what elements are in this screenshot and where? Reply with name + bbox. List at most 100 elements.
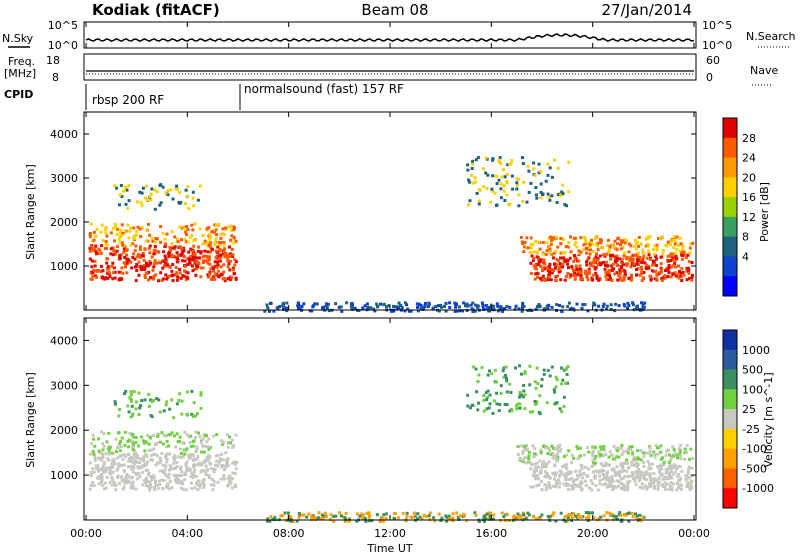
echo-cell	[405, 511, 409, 515]
echo-cell	[572, 259, 576, 263]
echo-cell	[564, 382, 568, 385]
echo-cell	[523, 393, 527, 397]
echo-cell	[120, 266, 124, 270]
echo-cell	[653, 244, 657, 248]
colorbar-tick-label: 25	[742, 403, 756, 416]
echo-cell	[588, 486, 592, 490]
echo-cell	[647, 264, 650, 268]
echo-cell	[222, 263, 226, 267]
echo-cell	[520, 306, 524, 310]
echo-cell	[665, 266, 669, 270]
echo-cell	[649, 278, 653, 282]
echo-cell	[497, 409, 501, 413]
echo-cell	[223, 233, 227, 237]
echo-cell	[642, 271, 646, 274]
echo-cell	[434, 305, 437, 308]
echo-cell	[612, 267, 616, 271]
echo-cell	[621, 245, 625, 249]
echo-cell	[687, 267, 691, 270]
echo-cell	[165, 400, 169, 404]
echo-cell	[204, 464, 208, 468]
echo-cell	[175, 271, 179, 275]
echo-cell	[175, 237, 179, 241]
echo-cell	[591, 242, 595, 246]
echo-cell	[170, 230, 174, 234]
echo-cell	[543, 463, 547, 467]
echo-cell	[472, 365, 476, 369]
echo-cell	[232, 225, 236, 229]
echo-cell	[538, 459, 542, 463]
echo-cell	[562, 256, 566, 260]
echo-cell	[523, 372, 527, 375]
echo-cell	[622, 278, 626, 282]
echo-cell	[147, 270, 151, 274]
echo-cell	[566, 245, 570, 249]
echo-cell	[558, 303, 561, 307]
echo-cell	[130, 482, 134, 486]
echo-cell	[164, 403, 168, 407]
echo-cell	[134, 436, 138, 439]
echo-cell	[189, 434, 193, 438]
echo-cell	[565, 466, 569, 470]
echo-cell	[197, 245, 200, 249]
echo-cell	[130, 413, 134, 417]
echo-cell	[101, 448, 105, 452]
echo-cell	[161, 487, 165, 491]
echo-cell	[140, 191, 144, 195]
echo-cell	[623, 272, 627, 276]
echo-cell	[635, 517, 639, 521]
echo-cell	[491, 189, 494, 193]
echo-cell	[132, 390, 136, 394]
echo-cell	[561, 262, 565, 266]
echo-cell	[534, 307, 538, 311]
echo-cell	[671, 256, 675, 260]
echo-cell	[214, 255, 218, 259]
echo-cell	[580, 467, 584, 471]
echo-cell	[181, 487, 185, 491]
echo-cell	[537, 162, 541, 166]
echo-cell	[228, 435, 231, 439]
echo-cell	[112, 480, 116, 484]
echo-cell	[117, 465, 121, 468]
echo-cell	[640, 270, 644, 274]
echo-cell	[340, 309, 344, 313]
echo-cell	[535, 366, 539, 370]
echo-cell	[427, 302, 431, 306]
echo-cell	[545, 304, 549, 308]
echo-cell	[578, 474, 581, 478]
echo-cell	[535, 474, 539, 478]
echo-cell	[621, 463, 625, 467]
echo-cell	[381, 519, 385, 523]
echo-cell	[94, 250, 98, 254]
echo-cell	[219, 477, 223, 481]
echo-cell	[150, 187, 154, 191]
echo-cell	[535, 461, 539, 465]
echo-cell	[161, 277, 165, 281]
echo-cell	[157, 479, 161, 483]
echo-cell	[127, 410, 131, 414]
echo-cell	[686, 253, 690, 257]
echo-cell	[539, 265, 543, 268]
echo-cell	[652, 450, 656, 454]
colorbar-swatch	[723, 448, 737, 469]
echo-cell	[162, 409, 166, 413]
echo-cell	[100, 480, 103, 484]
echo-cell	[232, 444, 236, 448]
echo-cell	[177, 455, 181, 459]
echo-cell	[172, 461, 176, 465]
echo-cell	[560, 382, 563, 386]
echo-cell	[528, 461, 532, 464]
echo-cell	[475, 305, 479, 309]
colorbar-tick-label: 16	[742, 191, 756, 204]
echo-cell	[271, 517, 275, 521]
echo-cell	[485, 307, 489, 311]
echo-cell	[229, 228, 233, 232]
echo-cell	[199, 439, 203, 443]
echo-cell	[163, 237, 167, 241]
echo-cell	[579, 480, 583, 484]
echo-cell	[528, 383, 532, 387]
echo-cell	[500, 511, 504, 515]
cpid-segment-1: rbsp 200 RF	[92, 93, 164, 107]
echo-cell	[626, 483, 630, 487]
echo-cell	[266, 517, 270, 521]
